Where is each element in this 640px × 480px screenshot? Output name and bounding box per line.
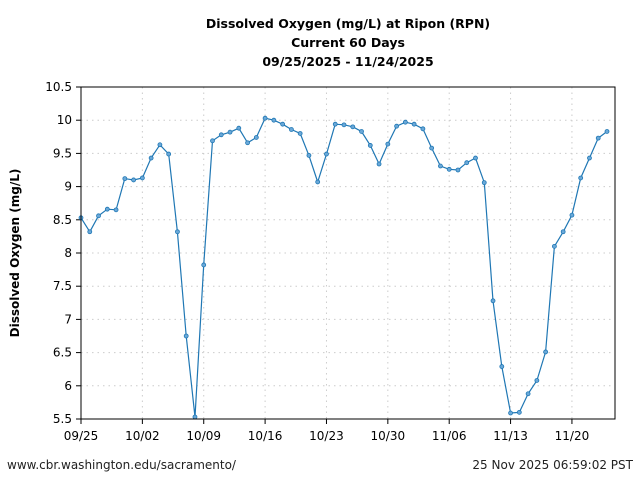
- data-point: [139, 175, 145, 181]
- y-tick-label: 6.5: [53, 346, 72, 360]
- data-point: [534, 378, 540, 383]
- y-tick-label: 7.5: [53, 279, 72, 293]
- data-point: [87, 229, 93, 235]
- title-line-2: Current 60 Days: [291, 35, 405, 50]
- data-point: [385, 141, 391, 147]
- data-point: [481, 180, 487, 186]
- data-point: [543, 349, 549, 355]
- data-point: [394, 123, 400, 129]
- data-point: [569, 212, 575, 218]
- x-tick-label: 11/13: [493, 429, 528, 443]
- data-point: [245, 140, 250, 146]
- y-tick-label: 9: [64, 180, 72, 194]
- data-point: [271, 117, 277, 123]
- x-tick-label: 11/06: [432, 429, 467, 443]
- y-tick-label: 6: [64, 379, 72, 393]
- y-tick-label: 9.5: [53, 146, 72, 160]
- data-point: [508, 410, 513, 416]
- data-point: [350, 124, 356, 130]
- title-line-1: Dissolved Oxygen (mg/L) at Ripon (RPN): [206, 16, 490, 31]
- data-point: [552, 243, 557, 249]
- x-tick-label: 10/02: [125, 429, 160, 443]
- data-point: [104, 206, 110, 212]
- y-axis: 5.5 6 6.5 7 7.5 8 8.5 9 9.5 10 10.5: [45, 80, 81, 426]
- data-point: [473, 155, 478, 161]
- data-point: [560, 229, 566, 235]
- x-tick-label: 09/25: [64, 429, 99, 443]
- x-tick-label: 10/16: [248, 429, 283, 443]
- data-point: [306, 152, 312, 158]
- data-point: [210, 138, 215, 144]
- plot-frame: [80, 86, 616, 420]
- x-tick-label: 10/09: [186, 429, 221, 443]
- data-point: [113, 207, 119, 213]
- x-tick-label: 11/20: [555, 429, 590, 443]
- data-point: [332, 121, 338, 127]
- data-point: [402, 119, 408, 125]
- data-point: [280, 121, 286, 127]
- data-point: [236, 125, 242, 131]
- data-point: [131, 177, 137, 183]
- data-point: [516, 409, 522, 415]
- y-tick-label: 8.5: [53, 213, 72, 227]
- data-point: [218, 132, 224, 138]
- x-tick-label: 10/30: [371, 429, 406, 443]
- data-point: [315, 179, 321, 185]
- data-point: [438, 163, 443, 169]
- chart-title: Dissolved Oxygen (mg/L) at Ripon (RPN) C…: [206, 16, 490, 69]
- data-point: [578, 175, 584, 181]
- y-tick-label: 7: [64, 312, 72, 326]
- data-point: [227, 129, 233, 135]
- data-point: [175, 229, 180, 235]
- y-tick-label: 5.5: [53, 412, 72, 426]
- data-point: [604, 129, 610, 134]
- y-tick-label: 10.5: [45, 80, 72, 94]
- data-point: [595, 135, 601, 141]
- y-tick-label: 8: [64, 246, 72, 260]
- data-point: [324, 151, 329, 157]
- data-point: [411, 121, 417, 127]
- data-point: [420, 126, 426, 132]
- data-point: [464, 160, 470, 166]
- data-point: [157, 142, 163, 148]
- data-point: [490, 298, 496, 304]
- data-point: [122, 176, 128, 182]
- data-point: [446, 166, 452, 172]
- data-point: [429, 145, 435, 151]
- data-point: [201, 262, 207, 268]
- data-point: [499, 364, 505, 369]
- data-point: [455, 167, 461, 173]
- y-axis-label: Dissolved Oxygen (mg/L): [8, 169, 22, 338]
- data-point: [183, 333, 189, 339]
- data-point: [96, 213, 101, 219]
- data-point: [253, 135, 259, 140]
- title-line-3: 09/25/2025 - 11/24/2025: [262, 54, 433, 69]
- data-point: [192, 414, 198, 420]
- data-point: [376, 161, 382, 167]
- series-line: [78, 115, 610, 420]
- data-point: [341, 122, 347, 128]
- data-point: [288, 127, 294, 132]
- data-point: [367, 143, 373, 148]
- footer-url[interactable]: www.cbr.washington.edu/sacramento/: [7, 458, 236, 472]
- y-tick-label: 10: [57, 113, 72, 127]
- x-tick-label: 10/23: [309, 429, 344, 443]
- data-point: [262, 115, 268, 121]
- series-polyline: [80, 117, 608, 418]
- data-point: [587, 155, 592, 161]
- data-point: [148, 155, 154, 161]
- grid: [80, 86, 615, 420]
- data-point: [525, 391, 531, 397]
- data-point: [166, 151, 172, 157]
- data-point: [297, 131, 303, 136]
- footer-timestamp: 25 Nov 2025 06:59:02 PST: [472, 458, 633, 472]
- data-point: [359, 129, 364, 134]
- x-axis: 09/25 10/02 10/09 10/16 10/23 10/30 11/06 11/13…: [64, 419, 590, 443]
